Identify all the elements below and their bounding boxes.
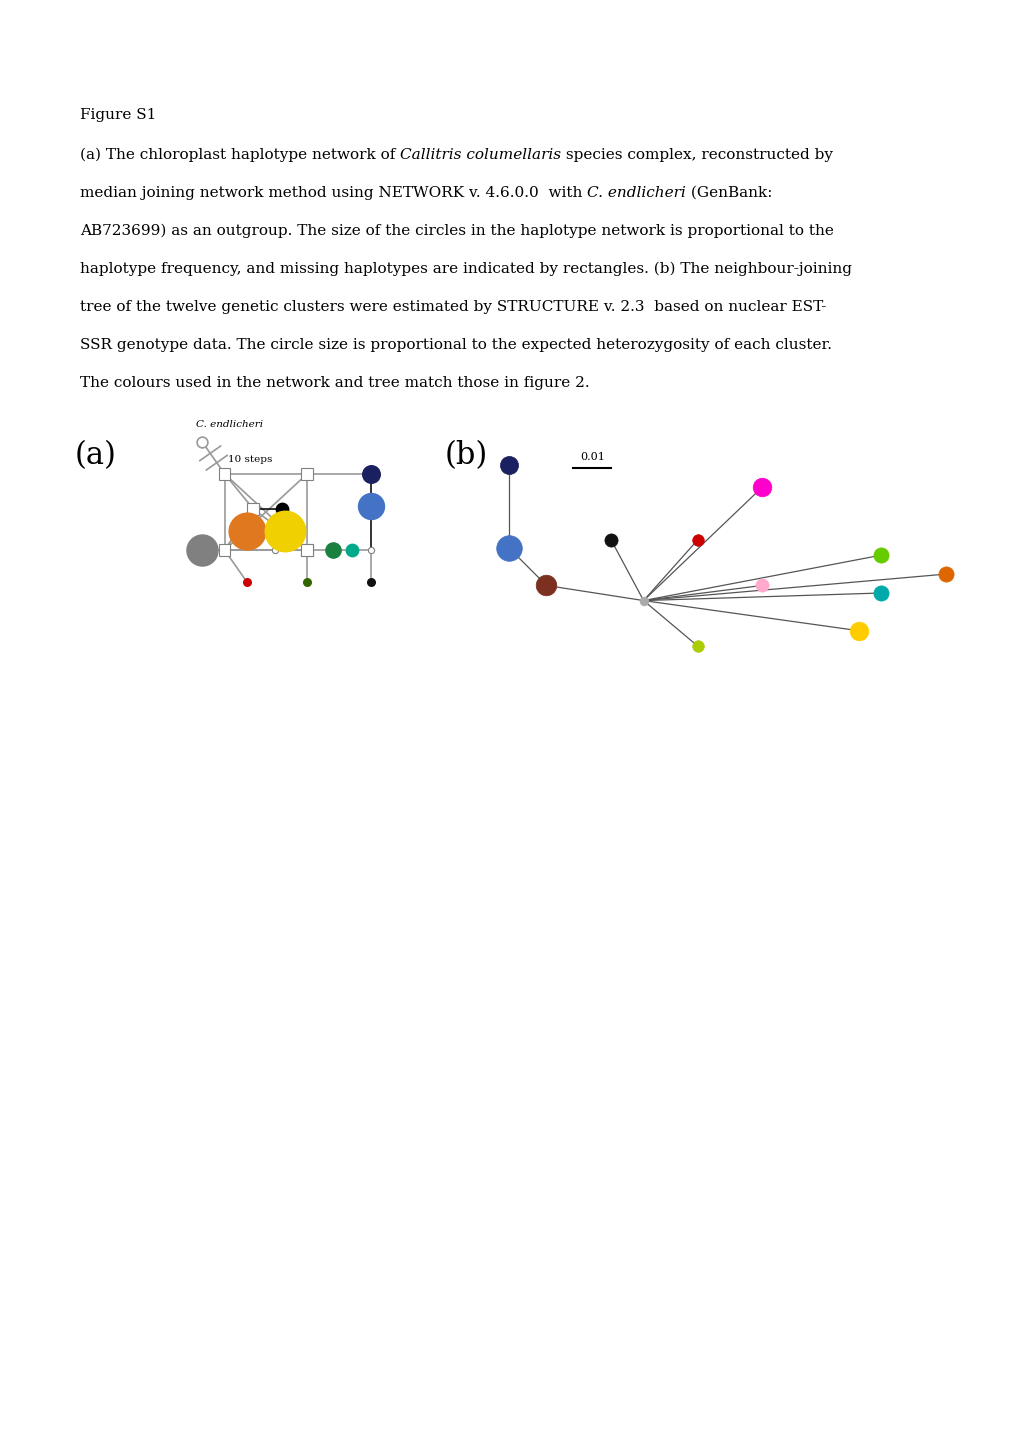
Point (194, 538, 210, 561)
Point (238, 570, 255, 593)
Bar (248, 504, 259, 515)
Text: SSR genotype data. The circle size is proportional to the expected heterozygosit: SSR genotype data. The circle size is pr… (79, 338, 832, 352)
Point (267, 538, 283, 561)
Point (362, 494, 378, 517)
Point (194, 430, 210, 453)
Text: Callitris columellaris: Callitris columellaris (399, 149, 560, 162)
Bar (219, 468, 230, 479)
Point (753, 574, 769, 597)
Text: tree of the twelve genetic clusters were estimated by STRUCTURE v. 2.3  based on: tree of the twelve genetic clusters were… (79, 300, 825, 315)
Bar (219, 544, 230, 556)
Point (753, 476, 769, 499)
Text: 0.01: 0.01 (580, 452, 604, 462)
Point (500, 537, 517, 560)
Point (362, 462, 378, 485)
Point (872, 582, 889, 605)
Point (343, 538, 360, 561)
Text: AB723699) as an outgroup. The size of the circles in the haplotype network is pr: AB723699) as an outgroup. The size of th… (79, 224, 834, 238)
Point (299, 570, 315, 593)
Text: The colours used in the network and tree match those in figure 2.: The colours used in the network and tree… (79, 377, 589, 390)
Text: (a) The chloroplast haplotype network of: (a) The chloroplast haplotype network of (79, 149, 399, 163)
Point (273, 498, 289, 521)
Text: Figure S1: Figure S1 (79, 108, 156, 123)
Point (362, 570, 378, 593)
Point (936, 563, 953, 586)
Point (635, 589, 651, 612)
Bar (302, 544, 313, 556)
Point (538, 574, 554, 597)
Point (602, 528, 619, 551)
Point (276, 519, 292, 543)
Text: median joining network method using NETWORK v. 4.6.0.0  with: median joining network method using NETW… (79, 186, 587, 201)
Text: (GenBank:: (GenBank: (686, 186, 771, 201)
Point (689, 528, 705, 551)
Text: haplotype frequency, and missing haplotypes are indicated by rectangles. (b) The: haplotype frequency, and missing haploty… (79, 263, 851, 277)
Point (324, 538, 340, 561)
Text: species complex, reconstructed by: species complex, reconstructed by (560, 149, 833, 162)
Point (500, 453, 517, 476)
Point (851, 619, 867, 642)
Text: C. endlicheri: C. endlicheri (587, 186, 686, 201)
Bar (302, 468, 313, 479)
Point (238, 519, 255, 543)
Text: (a): (a) (75, 440, 117, 470)
Bar (302, 544, 313, 556)
Point (362, 538, 378, 561)
Text: 10 steps: 10 steps (227, 455, 272, 463)
Text: C. endlicheri: C. endlicheri (196, 420, 263, 430)
Text: (b): (b) (444, 440, 488, 470)
Point (872, 544, 889, 567)
Point (689, 635, 705, 658)
